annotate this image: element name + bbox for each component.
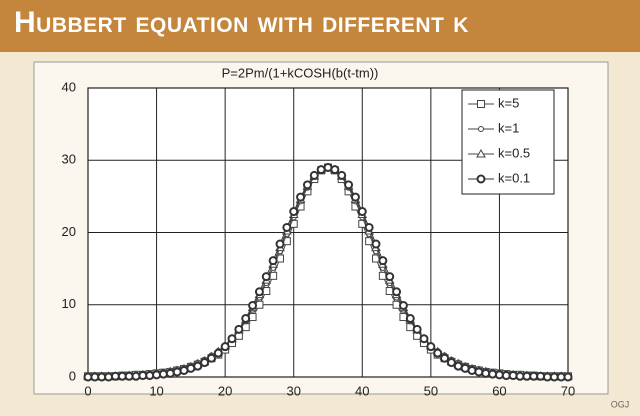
marker-circle [275,239,285,249]
marker-circle [378,256,388,266]
marker-circle [296,192,306,202]
marker-circle [193,361,203,371]
marker-circle [364,222,374,232]
chart-title: Hubbert equation with different k [14,6,469,39]
marker-circle [392,287,402,297]
x-tick-label: 70 [561,383,575,398]
marker-circle [446,358,456,368]
marker-circle [350,192,360,202]
marker-circle [213,348,223,358]
marker-circle [254,287,264,297]
marker-circle [467,365,477,375]
marker-circle [412,324,422,334]
marker-circle [371,239,381,249]
marker-circle [426,342,436,352]
chart-subtitle: P=2Pm/(1+kCOSH(b(t-tm)) [222,65,379,80]
marker-circle [261,272,271,282]
marker-circle [227,334,237,344]
marker-circle [405,313,415,323]
marker-circle [302,180,312,190]
x-tick-label: 10 [149,383,163,398]
marker-circle [337,170,347,180]
marker-circle [474,367,484,377]
marker-circle [268,256,278,266]
marker-square [477,100,485,108]
legend-label: k=1 [498,120,519,135]
y-tick-label: 30 [62,152,76,167]
x-tick-label: 30 [286,383,300,398]
x-tick-label: 60 [492,383,506,398]
marker-circle [344,180,354,190]
legend-label: k=0.5 [498,145,530,160]
marker-circle [398,300,408,310]
legend-label: k=0.1 [498,170,530,185]
marker-circle [440,353,450,363]
header-band: Hubbert equation with different k [0,0,640,52]
plot-border [87,87,569,378]
x-tick-label: 0 [84,383,91,398]
marker-circle [200,358,210,368]
marker-circle [234,324,244,334]
marker-circle [172,367,182,377]
marker-circle [476,174,486,184]
x-tick-label: 40 [355,383,369,398]
marker-circle [419,334,429,344]
x-tick-label: 50 [424,383,438,398]
marker-circle [282,222,292,232]
marker-circle [165,368,175,378]
series [83,162,573,382]
marker-circle [289,207,299,217]
y-tick-label: 20 [62,224,76,239]
marker-triangle [476,148,486,158]
marker-circle [309,170,319,180]
marker-circle [357,207,367,217]
legend-label: k=5 [498,95,519,110]
marker-circle [563,372,573,382]
legend: k=5 k=1 k=0.5 k=0.1 [461,89,555,195]
marker-circle [206,353,216,363]
y-tick-label: 40 [62,79,76,94]
marker-circle [433,348,443,358]
y-tick-label: 10 [62,296,76,311]
marker-circle [385,272,395,282]
marker-dot [478,126,484,132]
marker-circle [248,300,258,310]
y-tick-label: 0 [69,368,76,383]
source-label: OGJ [611,399,630,409]
marker-circle [241,313,251,323]
marker-circle [220,342,230,352]
x-tick-label: 20 [218,383,232,398]
marker-circle [330,165,340,175]
